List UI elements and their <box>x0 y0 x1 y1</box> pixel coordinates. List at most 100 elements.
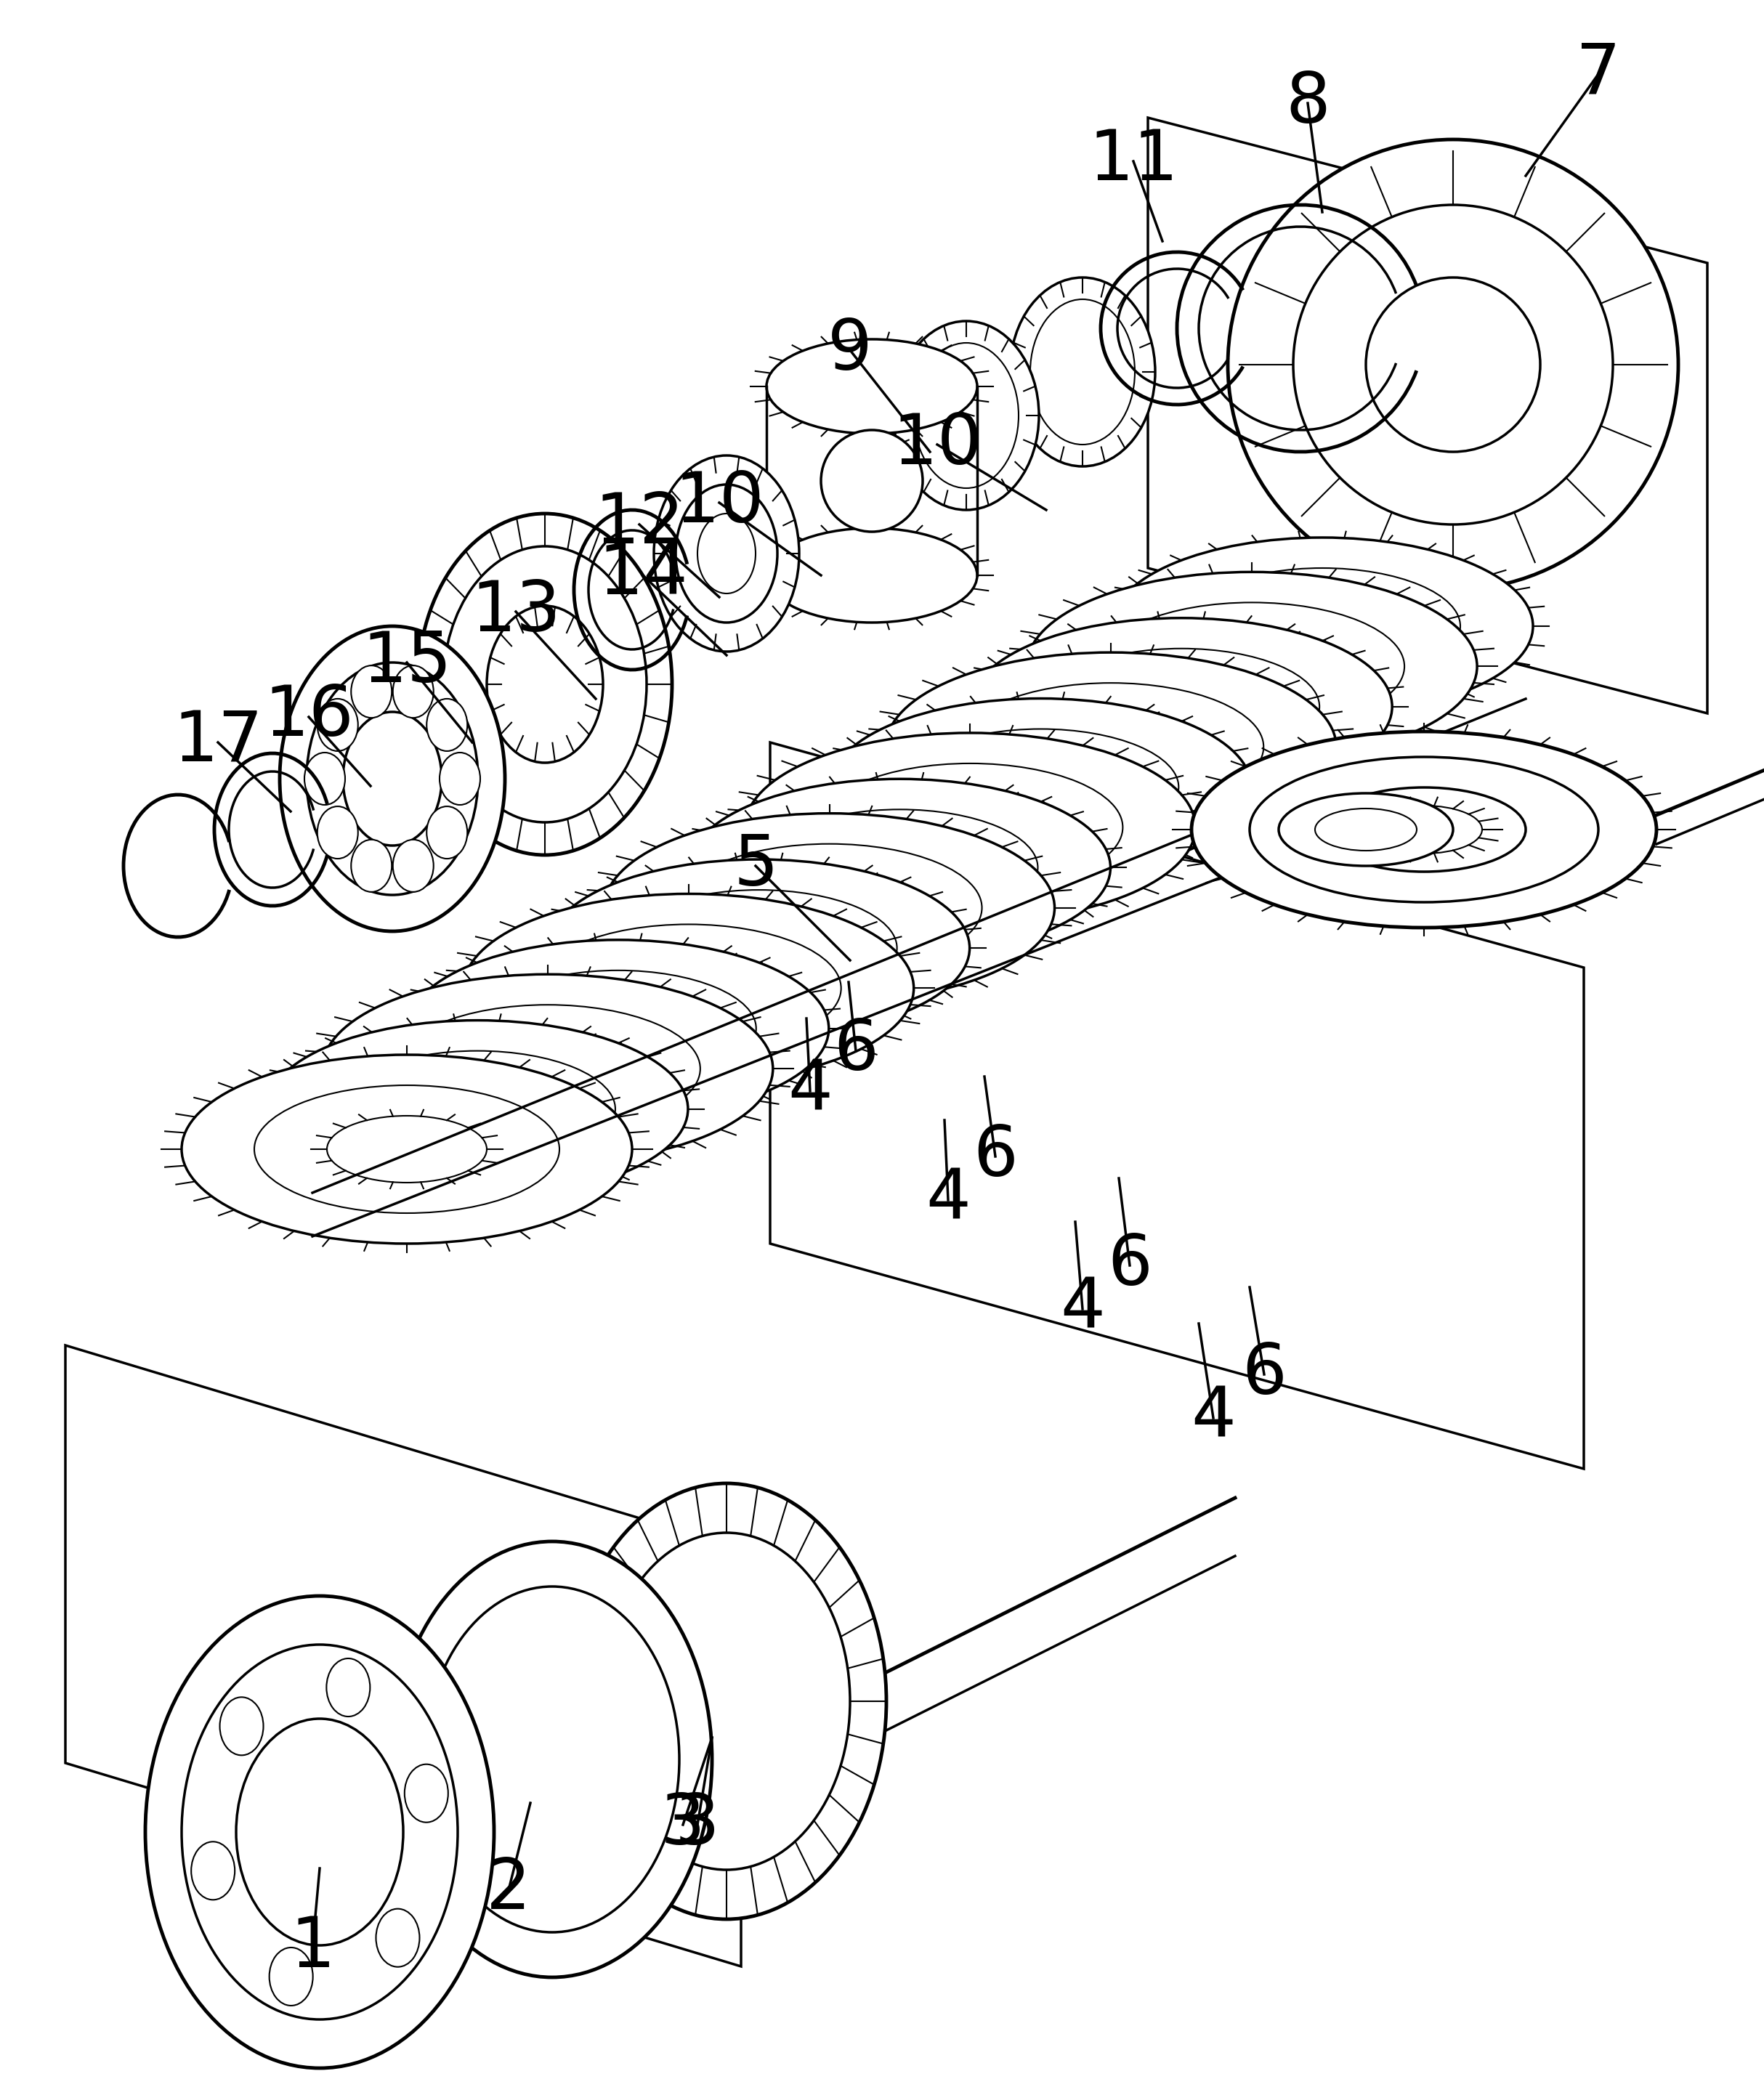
Ellipse shape <box>686 917 831 979</box>
Text: 17: 17 <box>173 709 263 775</box>
Ellipse shape <box>677 844 983 971</box>
Ellipse shape <box>1030 299 1134 445</box>
Ellipse shape <box>427 807 467 859</box>
Text: 4: 4 <box>1191 1385 1237 1451</box>
Text: 6: 6 <box>1242 1341 1286 1407</box>
Ellipse shape <box>1293 206 1612 524</box>
Ellipse shape <box>1043 649 1319 765</box>
Ellipse shape <box>697 514 755 593</box>
Ellipse shape <box>191 1842 235 1900</box>
Ellipse shape <box>266 1021 688 1198</box>
Ellipse shape <box>376 1909 420 1967</box>
Polygon shape <box>771 742 1584 1468</box>
Ellipse shape <box>182 1644 457 2019</box>
Ellipse shape <box>1184 568 1461 684</box>
Ellipse shape <box>326 1116 487 1183</box>
Text: 1: 1 <box>289 1915 335 1981</box>
Ellipse shape <box>392 1541 713 1977</box>
Text: 2: 2 <box>487 1857 531 1923</box>
Text: 3: 3 <box>660 1790 706 1859</box>
Ellipse shape <box>318 699 358 751</box>
Ellipse shape <box>603 1532 850 1869</box>
Ellipse shape <box>744 734 1196 921</box>
Text: 10: 10 <box>674 470 764 536</box>
Ellipse shape <box>487 605 603 763</box>
Ellipse shape <box>1110 676 1254 738</box>
Text: 4: 4 <box>926 1166 970 1233</box>
Ellipse shape <box>339 1050 616 1166</box>
Ellipse shape <box>307 663 478 894</box>
Text: 16: 16 <box>265 684 355 751</box>
Text: 6: 6 <box>974 1123 1018 1191</box>
Ellipse shape <box>425 1586 679 1931</box>
Ellipse shape <box>829 699 1251 875</box>
Ellipse shape <box>1365 805 1482 854</box>
Ellipse shape <box>326 1659 370 1717</box>
Ellipse shape <box>427 699 467 751</box>
Ellipse shape <box>404 1079 550 1139</box>
Ellipse shape <box>820 430 923 532</box>
Ellipse shape <box>220 1696 263 1755</box>
Text: 9: 9 <box>827 316 873 385</box>
Ellipse shape <box>1228 139 1678 590</box>
Ellipse shape <box>1249 757 1598 902</box>
Ellipse shape <box>690 780 1111 956</box>
Ellipse shape <box>407 940 829 1116</box>
Ellipse shape <box>351 840 392 892</box>
Text: 12: 12 <box>594 491 684 559</box>
Text: 3: 3 <box>676 1790 720 1859</box>
Ellipse shape <box>404 1765 448 1823</box>
Text: 4: 4 <box>787 1058 833 1125</box>
Ellipse shape <box>1099 603 1404 730</box>
Ellipse shape <box>464 894 914 1083</box>
Ellipse shape <box>767 528 977 622</box>
Polygon shape <box>65 1345 741 1967</box>
Ellipse shape <box>827 838 972 898</box>
Ellipse shape <box>439 753 480 805</box>
Ellipse shape <box>958 682 1263 811</box>
Ellipse shape <box>970 617 1392 796</box>
Ellipse shape <box>270 1948 312 2006</box>
Ellipse shape <box>236 1719 404 1946</box>
Text: 14: 14 <box>598 541 688 609</box>
Ellipse shape <box>393 840 434 892</box>
Ellipse shape <box>603 813 1055 1002</box>
Ellipse shape <box>1032 713 1191 780</box>
Ellipse shape <box>818 763 1122 892</box>
Ellipse shape <box>750 875 908 942</box>
Ellipse shape <box>1027 572 1476 761</box>
Ellipse shape <box>1279 794 1454 865</box>
Ellipse shape <box>443 547 647 823</box>
Ellipse shape <box>767 339 977 435</box>
Ellipse shape <box>968 757 1113 817</box>
Ellipse shape <box>1323 788 1526 871</box>
Ellipse shape <box>1191 732 1656 927</box>
Ellipse shape <box>395 1004 700 1133</box>
Text: 11: 11 <box>1088 127 1178 195</box>
Ellipse shape <box>545 998 691 1058</box>
Ellipse shape <box>549 859 970 1037</box>
Ellipse shape <box>318 807 358 859</box>
Ellipse shape <box>280 626 505 931</box>
Text: 13: 13 <box>471 578 561 644</box>
Ellipse shape <box>467 1035 628 1102</box>
Polygon shape <box>1148 119 1708 713</box>
Ellipse shape <box>676 484 778 622</box>
Ellipse shape <box>182 1054 632 1243</box>
Ellipse shape <box>903 730 1178 846</box>
Text: 15: 15 <box>362 628 452 696</box>
Ellipse shape <box>891 794 1050 861</box>
Ellipse shape <box>1111 538 1533 715</box>
Ellipse shape <box>342 711 441 846</box>
Ellipse shape <box>609 954 769 1021</box>
Text: 8: 8 <box>1286 69 1330 137</box>
Text: 6: 6 <box>1108 1231 1152 1299</box>
Ellipse shape <box>886 653 1337 842</box>
Ellipse shape <box>480 971 757 1087</box>
Ellipse shape <box>536 925 841 1052</box>
Ellipse shape <box>1009 277 1155 466</box>
Text: 6: 6 <box>833 1017 878 1085</box>
Ellipse shape <box>1365 277 1540 451</box>
Ellipse shape <box>654 455 799 651</box>
Ellipse shape <box>305 753 346 805</box>
